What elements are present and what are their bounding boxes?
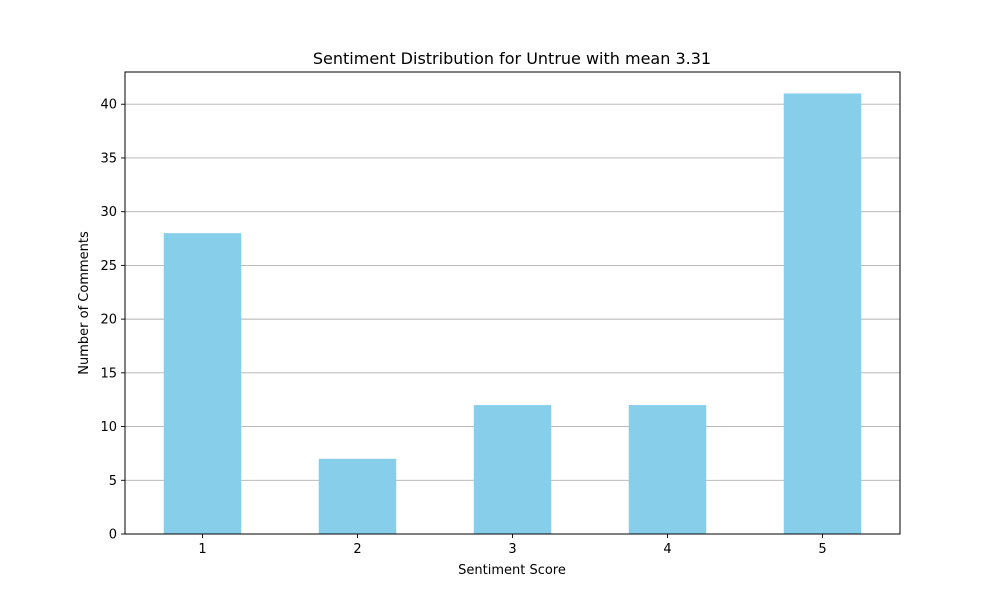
y-axis-label: Number of Comments <box>77 231 92 375</box>
y-tick-label: 0 <box>109 528 117 543</box>
x-tick-label: 4 <box>663 542 671 557</box>
y-tick-label: 30 <box>100 205 117 220</box>
x-axis-ticks: 1 2 3 4 5 <box>198 534 827 557</box>
y-tick-label: 25 <box>100 259 117 274</box>
chart-title: Sentiment Distribution for Untrue with m… <box>313 49 711 68</box>
bars <box>163 93 862 535</box>
x-tick-label: 3 <box>508 542 516 557</box>
x-tick-label: 2 <box>353 542 361 557</box>
y-tick-label: 10 <box>100 420 117 435</box>
bar-1 <box>163 233 242 535</box>
y-tick-label: 20 <box>100 313 117 328</box>
y-axis-ticks: 0 5 10 15 20 25 30 35 40 <box>100 98 125 543</box>
y-tick-label: 5 <box>109 474 117 489</box>
x-tick-label: 1 <box>198 542 206 557</box>
bar-5 <box>783 93 862 534</box>
bar-3 <box>473 405 552 534</box>
x-axis-label: Sentiment Score <box>458 563 566 578</box>
x-tick-label: 5 <box>818 542 826 557</box>
y-tick-label: 15 <box>100 366 117 381</box>
y-tick-label: 40 <box>100 98 117 113</box>
y-tick-label: 35 <box>100 151 117 166</box>
bar-4 <box>628 405 707 534</box>
grid-lines <box>125 103 900 481</box>
bar-2 <box>318 458 397 534</box>
